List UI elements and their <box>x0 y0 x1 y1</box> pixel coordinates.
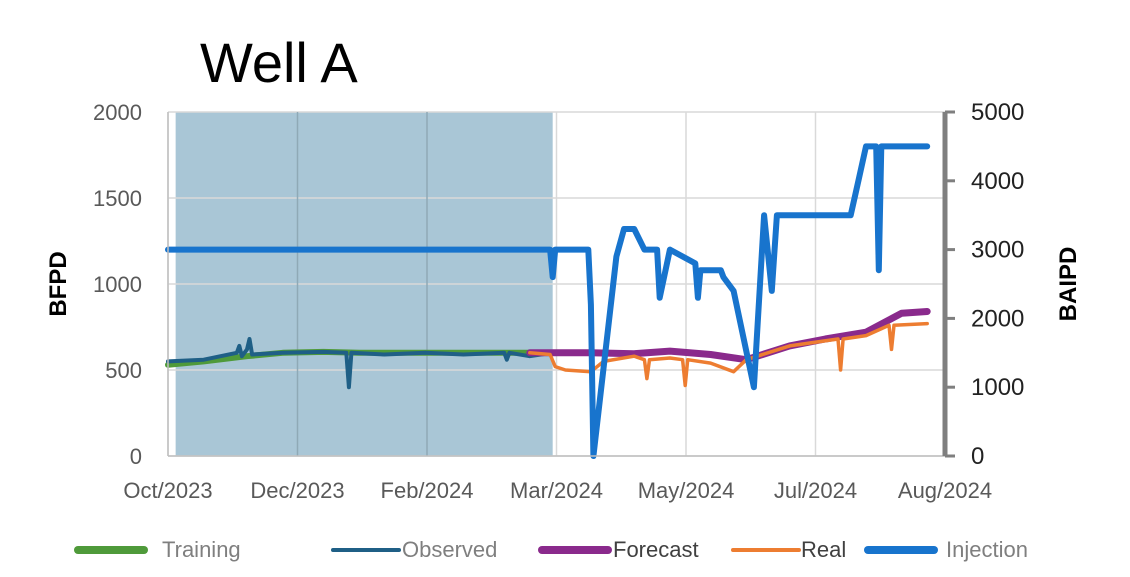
y-left-tick-label: 1500 <box>93 186 142 211</box>
x-tick-label: Aug/2024 <box>898 478 992 503</box>
plot-area: 0 1000 2000 3000 4000 5000 0 500 1000 1500 2000 Oct… <box>45 99 1082 503</box>
x-tick-label: Jul/2024 <box>774 478 857 503</box>
y-left-tick-label: 2000 <box>93 100 142 125</box>
y-right-tick-label: 4000 <box>971 168 1024 195</box>
y-right-tick-label: 0 <box>971 443 984 470</box>
y-left-tick-label: 1000 <box>93 272 142 297</box>
x-tick-label: Oct/2023 <box>123 478 212 503</box>
x-tick-label: Feb/2024 <box>381 478 474 503</box>
y-left-tick-label: 0 <box>130 444 142 469</box>
legend-label-injection: Injection <box>946 537 1028 562</box>
legend-label-observed: Observed <box>402 537 497 562</box>
y-left-tick-label: 500 <box>105 358 142 383</box>
y-right-tick-label: 1000 <box>971 374 1024 401</box>
x-tick-label: May/2024 <box>638 478 735 503</box>
legend-label-training: Training <box>162 537 241 562</box>
legend-label-real: Real <box>801 537 846 562</box>
y-right-axis-label: BAIPD <box>1055 247 1082 322</box>
legend-label-forecast: Forecast <box>613 537 699 562</box>
series-line-observed <box>166 337 555 390</box>
y-right-tick-label: 2000 <box>971 305 1024 332</box>
chart-title: Well A <box>200 31 358 94</box>
y-right-tick-label: 3000 <box>971 237 1024 264</box>
series-line-injection <box>165 143 931 459</box>
x-tick-label: Mar/2024 <box>510 478 603 503</box>
y-left-axis-label: BFPD <box>45 251 72 316</box>
y-right-tick-label: 5000 <box>971 99 1024 126</box>
legend: Training Observed Forecast Real Injection <box>74 537 1028 562</box>
x-tick-label: Dec/2023 <box>250 478 344 503</box>
